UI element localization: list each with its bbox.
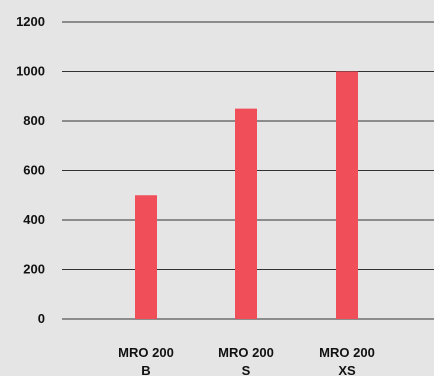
- x-category-label: MRO 200: [319, 345, 375, 360]
- x-category-label: MRO 200: [118, 345, 174, 360]
- bar: [336, 72, 358, 320]
- x-category-label: B: [141, 363, 150, 376]
- x-category-label: MRO 200: [218, 345, 274, 360]
- y-tick-label: 1200: [16, 14, 45, 29]
- x-category-label: XS: [338, 363, 356, 376]
- y-tick-label: 400: [23, 212, 45, 227]
- y-axis-ticks: 0 200 400 600 800 1000 1200: [16, 14, 45, 326]
- y-tick-label: 0: [38, 311, 45, 326]
- y-tick-label: 600: [23, 163, 45, 178]
- bars: [135, 72, 358, 320]
- y-tick-label: 200: [23, 262, 45, 277]
- bar: [135, 195, 157, 319]
- y-tick-label: 800: [23, 113, 45, 128]
- bar: [235, 109, 257, 319]
- y-tick-label: 1000: [16, 64, 45, 79]
- x-axis-categories: MRO 200 B MRO 200 S MRO 200 XS: [118, 345, 375, 376]
- x-category-label: S: [242, 363, 251, 376]
